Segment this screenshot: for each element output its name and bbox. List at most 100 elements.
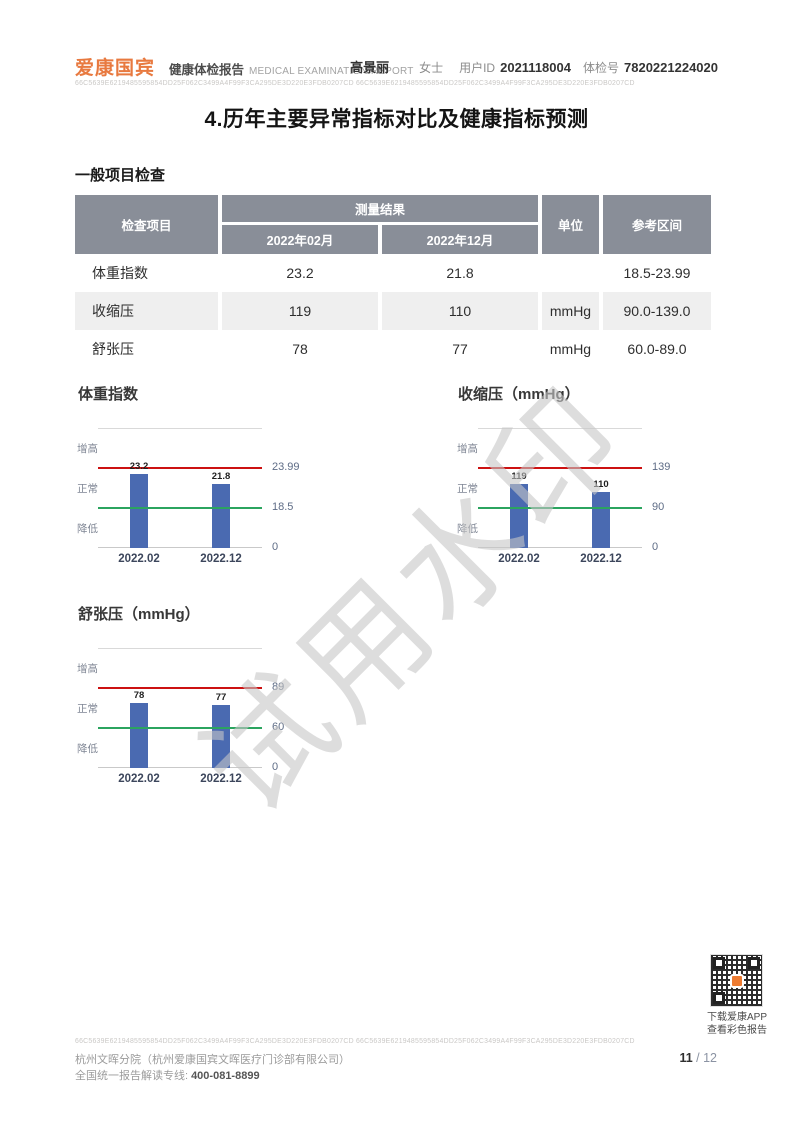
gridline-top [478, 428, 642, 429]
band-label: 降低 [77, 743, 98, 755]
item-name: 舒张压 [92, 341, 134, 357]
report-title: 健康体检报告 [169, 63, 245, 77]
qr-caption-line2: 查看彩色报告 [707, 1025, 767, 1036]
user-id-value: 2021118004 [500, 60, 571, 75]
band-label: 降低 [457, 523, 478, 535]
value-2022-12: 110 [382, 292, 538, 330]
col-header-date2: 2022年12月 [382, 225, 538, 254]
patient-name: 高景丽 [350, 60, 390, 75]
ref-line-high [98, 687, 262, 689]
band-label: 正常 [77, 703, 98, 715]
band-label: 增高 [77, 663, 98, 675]
axis-tick-label: 0 [272, 541, 279, 553]
axis-tick-label: 60 [272, 721, 285, 733]
footer-hotline: 全国统一报告解读专线: 400-081-8899 [75, 1067, 260, 1083]
reference-range: 60.0-89.0 [627, 341, 687, 357]
qr-finder-icon [713, 957, 725, 969]
category-label: 2022.12 [200, 553, 242, 565]
bar-value-label: 110 [593, 478, 609, 490]
chart-title: 收缩压（mmHg） [458, 386, 580, 403]
item-name: 收缩压 [75, 292, 218, 330]
band-label: 正常 [457, 483, 478, 495]
band-label: 增高 [77, 443, 98, 455]
data-bar [510, 484, 528, 548]
bar-value-label: 119 [511, 471, 527, 483]
chart-plot: 增高 正常 降低 89 60 0 78 2022.02 77 2022.12 [77, 648, 284, 785]
item-name: 体重指数 [92, 265, 148, 281]
col-header-date1: 2022年02月 [222, 225, 378, 254]
data-bar [212, 704, 230, 768]
value-2022-02: 78 [292, 341, 308, 357]
bar-value-label: 23.2 [129, 460, 149, 472]
axis-baseline [478, 547, 642, 548]
unit: mmHg [549, 341, 592, 357]
chart-bmi: 体重指数 增高 正常 降低 23.99 18.5 0 23.2 2022.02 21.8 2022… [75, 383, 315, 578]
page-separator: / [692, 1051, 704, 1065]
value-2022-12: 77 [452, 341, 468, 357]
table-row: 舒张压 78 77 mmHg 60.0-89.0 [75, 330, 711, 368]
band-label: 正常 [77, 483, 98, 495]
report-title-en: MEDICAL EXAMINATION REPORT [249, 66, 414, 77]
hotline-label: 全国统一报告解读专线: [75, 1070, 189, 1082]
header: 爱康国宾 健康体检报告 MEDICAL EXAMINATION REPORT [75, 53, 718, 80]
footer-hash-line: 66C5639E6219485595854DD25F062C3499A4F99F… [75, 1038, 635, 1045]
col-header-unit: 单位 [542, 195, 599, 254]
qr-caption: 下载爱康APP 查看彩色报告 [694, 1011, 780, 1037]
chart-diastolic: 舒张压（mmHg） 增高 正常 降低 89 60 0 78 2022.02 77 2022.12 [75, 603, 315, 798]
chart-title: 体重指数 [78, 386, 139, 403]
axis-tick-label: 90 [652, 501, 665, 513]
axis-tick-label: 23.99 [272, 461, 300, 473]
chart-systolic: 收缩压（mmHg） 增高 正常 降低 139 90 0 119 2022.02 110 2022.… [455, 383, 695, 578]
table-header: 检查项目 测量结果 2022年02月 2022年12月 单位 参考区间 [75, 195, 711, 254]
data-bar [130, 473, 148, 548]
page-title: 4.历年主要异常指标对比及健康指标预测 [204, 108, 589, 131]
axis-tick-label: 0 [652, 541, 659, 553]
exam-table: 检查项目 测量结果 2022年02月 2022年12月 单位 参考区间 体重指数… [75, 195, 711, 368]
value-2022-02: 23.2 [286, 265, 314, 281]
table-row: 体重指数 23.2 21.8 18.5-23.99 [75, 254, 711, 292]
band-label: 降低 [77, 523, 98, 535]
unit [542, 254, 599, 292]
header-hash-line: 66C5639E6219485595854DD25F062C3499A4F99F… [75, 80, 635, 87]
axis-tick-label: 89 [272, 681, 285, 693]
band-label: 增高 [457, 443, 478, 455]
value-2022-02: 119 [222, 292, 378, 330]
ref-line-low [478, 507, 642, 509]
unit: mmHg [542, 292, 599, 330]
page-total: 12 [703, 1051, 717, 1065]
qr-caption-line1: 下载爱康APP [706, 1012, 767, 1023]
category-label: 2022.02 [498, 553, 540, 565]
page-current: 11 [679, 1051, 693, 1065]
brand-logo: 爱康国宾 [75, 58, 156, 79]
bar-value-label: 78 [133, 690, 145, 702]
footer-branch: 杭州文晖分院（杭州爱康国宾文晖医疗门诊部有限公司） [75, 1054, 350, 1066]
category-label: 2022.02 [118, 773, 160, 785]
gridline-top [98, 428, 262, 429]
gridline-top [98, 648, 262, 649]
col-header-result: 测量结果 [222, 195, 538, 222]
data-bar [212, 483, 230, 548]
value-2022-12: 21.8 [446, 265, 474, 281]
section-title: 一般项目检查 [75, 167, 166, 184]
user-id-label: 用户ID [459, 61, 496, 75]
table-row: 收缩压 119 110 mmHg 90.0-139.0 [75, 292, 711, 330]
chart-plot: 增高 正常 降低 23.99 18.5 0 23.2 2022.02 21.8 2022.12 [77, 428, 300, 565]
bar-value-label: 77 [215, 691, 227, 703]
patient-gender: 女士 [419, 61, 444, 75]
exam-no-value: 7820221224020 [624, 60, 718, 75]
col-header-range: 参考区间 [603, 195, 711, 254]
ref-line-high [478, 467, 642, 469]
category-label: 2022.12 [200, 773, 242, 785]
chart-title: 舒张压（mmHg） [78, 606, 200, 623]
patient-info: 高景丽 女士 用户ID 2021118004 体检号 7820221224020 [350, 57, 718, 76]
axis-baseline [98, 767, 262, 768]
ref-line-high [98, 467, 262, 469]
data-bar [130, 703, 148, 768]
bar-value-label: 21.8 [211, 470, 231, 482]
axis-baseline [98, 547, 262, 548]
hotline-number: 400-081-8899 [191, 1070, 260, 1082]
exam-no-label: 体检号 [582, 61, 619, 75]
qr-code [710, 954, 763, 1007]
col-header-item: 检查项目 [75, 195, 218, 254]
